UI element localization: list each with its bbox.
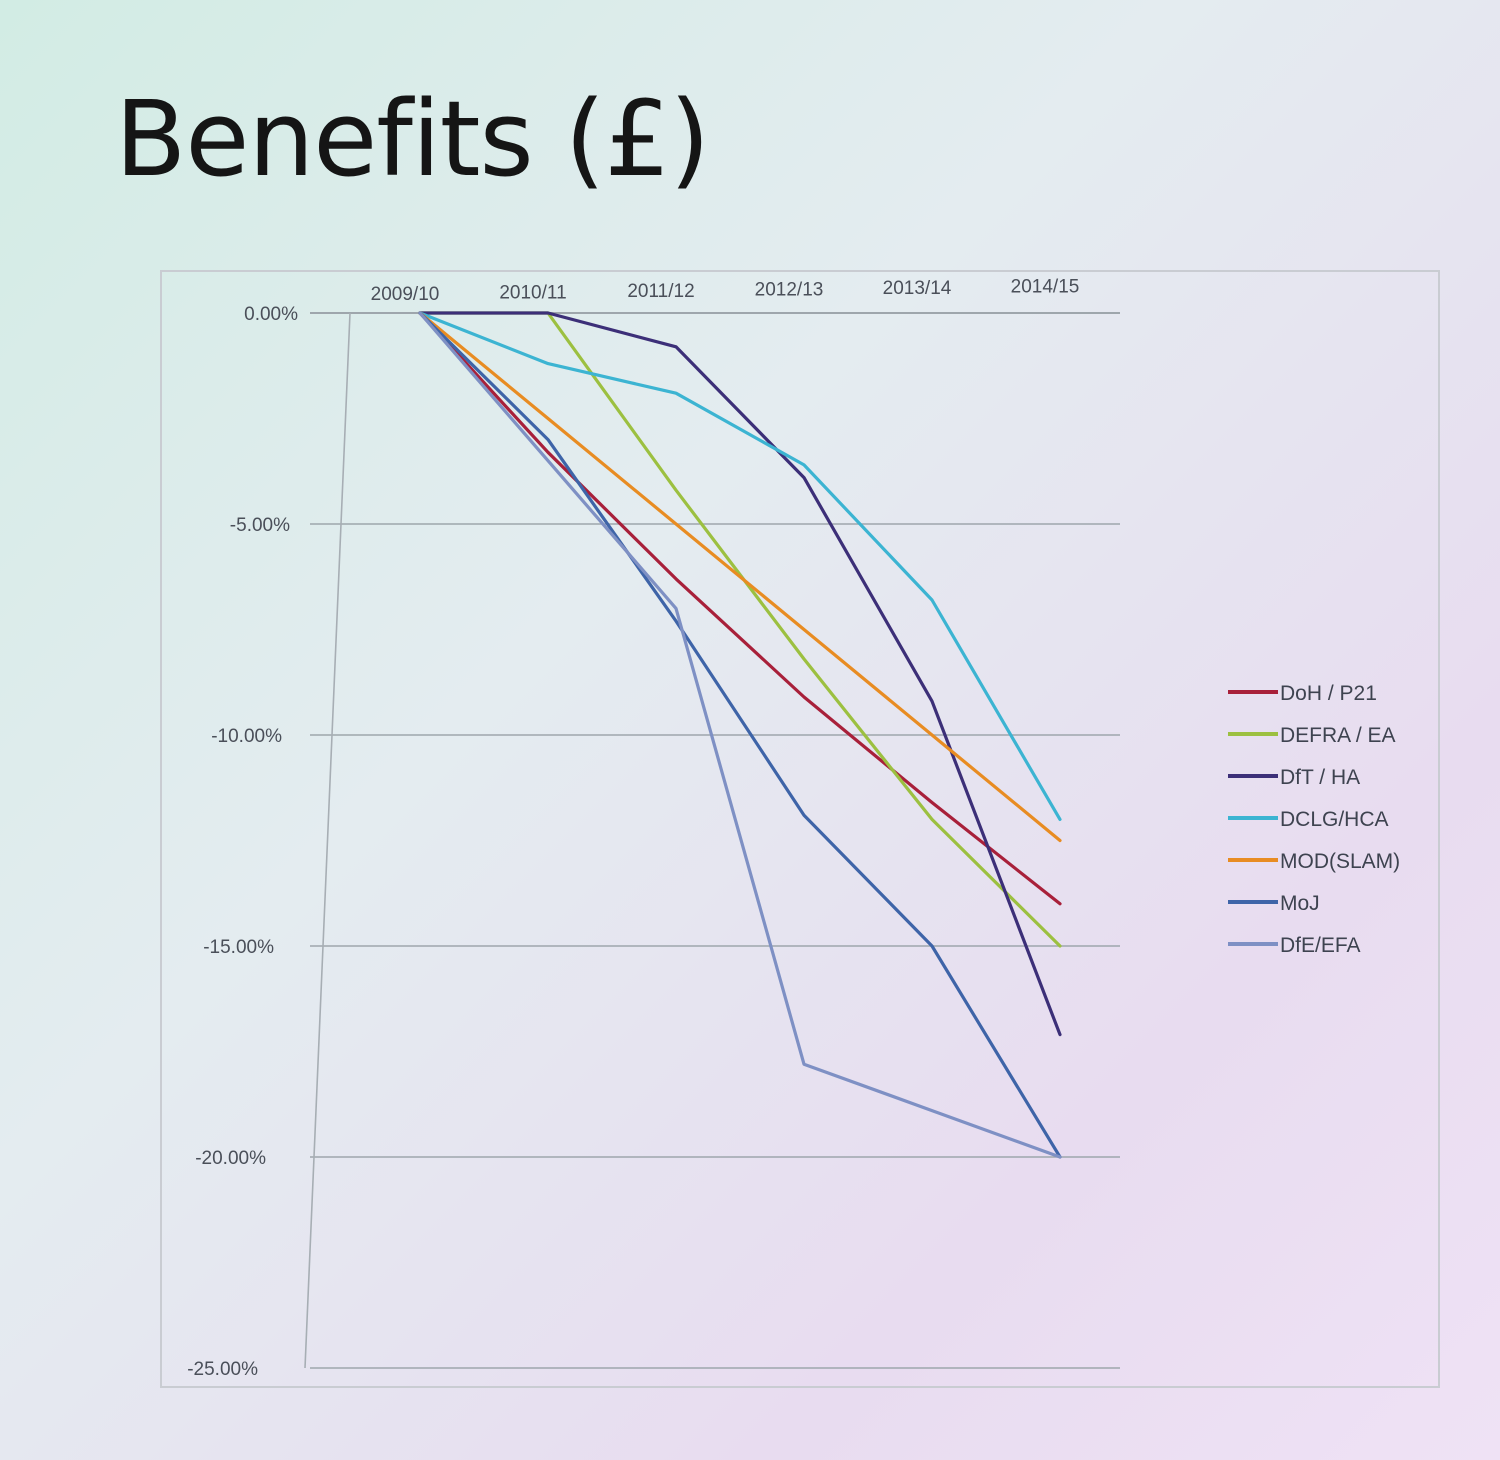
slide-title: Benefits (£) — [115, 78, 710, 200]
y-tick-label: -5.00% — [230, 515, 290, 536]
x-tick-label: 2013/14 — [883, 278, 952, 299]
series-line — [418, 311, 1062, 1037]
series-line — [418, 311, 1062, 1159]
y-tick-label: -20.00% — [195, 1148, 266, 1169]
series-line — [418, 311, 1062, 1159]
legend-label: DoH / P21 — [1280, 682, 1377, 705]
series-line — [418, 311, 1062, 822]
x-tick-label: 2011/12 — [627, 281, 694, 302]
legend-label: MoJ — [1280, 892, 1320, 915]
series-line — [418, 311, 1062, 906]
legend-label: MOD(SLAM) — [1280, 850, 1400, 873]
y-axis — [304, 312, 351, 1369]
series-line — [418, 311, 1062, 843]
x-tick-label: 2010/11 — [499, 283, 566, 304]
x-tick-label: 2014/15 — [1011, 277, 1080, 298]
y-tick-label: -25.00% — [187, 1359, 258, 1380]
y-tick-label: -10.00% — [211, 726, 282, 747]
y-tick-label: 0.00% — [244, 304, 298, 325]
axis-layer: 0.00% -5.00% -10.00% -15.00% -20.00% -25.00% 2… — [187, 277, 1079, 1381]
series-layer — [418, 311, 1062, 1159]
chart-frame — [160, 270, 1440, 1388]
legend-label: DEFRA / EA — [1280, 724, 1396, 747]
grid-layer — [310, 312, 1120, 1369]
x-tick-label: 2009/10 — [371, 284, 440, 305]
legend-label: DCLG/HCA — [1280, 808, 1389, 831]
y-tick-label: -15.00% — [203, 937, 274, 958]
legend-label: DfT / HA — [1280, 766, 1360, 789]
legend-label: DfE/EFA — [1280, 934, 1361, 957]
legend: DoH / P21 DEFRA / EA DfT / HA DCLG/HCA MOD(S… — [1228, 682, 1400, 957]
x-tick-label: 2012/13 — [755, 280, 824, 301]
